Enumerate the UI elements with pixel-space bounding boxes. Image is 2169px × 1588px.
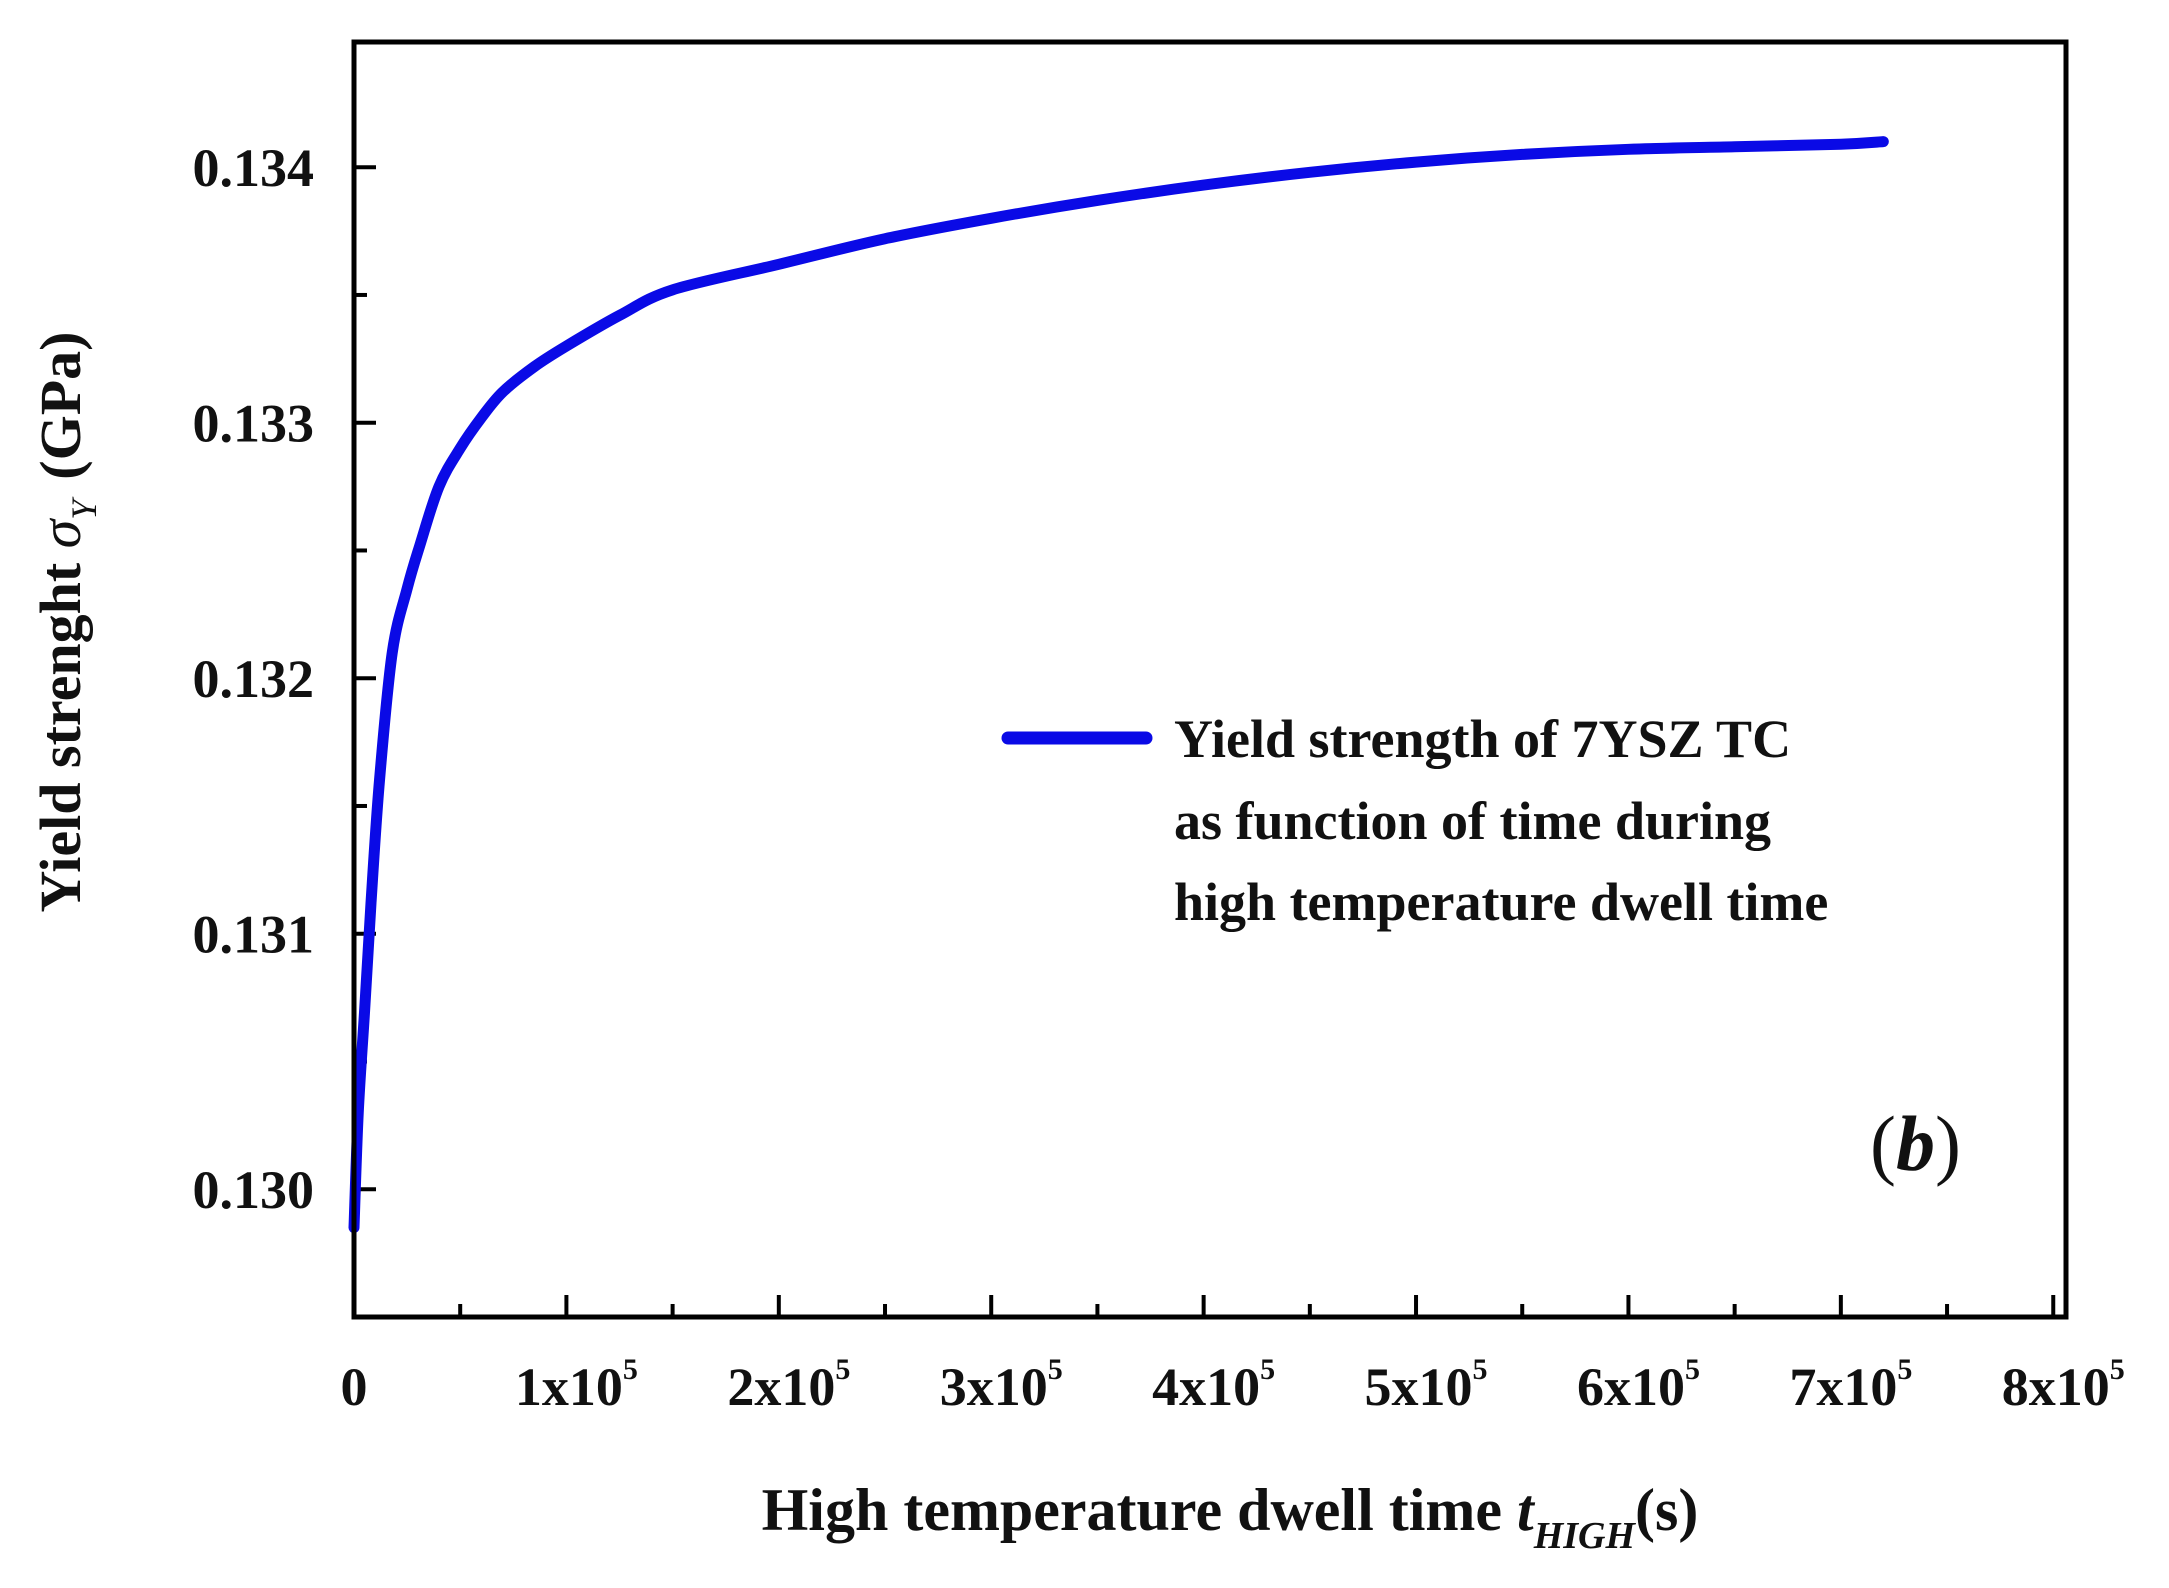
series-line-yield-strength [348,136,1889,1234]
x-axis-title: High temperature dwell time tHIGH(s) [762,1477,1699,1557]
x-tick-label: 5x105 [1365,1353,1488,1417]
x-tick-label: 3x105 [940,1353,1063,1417]
y-tick-label: 0.132 [193,649,315,709]
legend-text-line-3: high temperature dwell time [1174,872,1828,932]
x-tick-label: 0 [341,1357,368,1417]
panel-label: (b) [1870,1100,1961,1187]
y-tick-label: 0.130 [193,1160,315,1220]
x-tick-label: 1x105 [515,1353,638,1417]
y-tick-labels: 0.130 0.131 0.132 0.133 0.134 [193,138,315,1220]
x-tick-label: 7x105 [1789,1353,1912,1417]
legend-text-line-1: Yield strength of 7YSZ TC [1174,709,1791,769]
legend-text-line-2: as function of time during [1174,791,1771,851]
x-tick-label: 2x105 [727,1353,850,1417]
x-tick-label: 4x105 [1152,1353,1275,1417]
plot-frame [351,39,2069,1320]
x-tick-labels: 0 1x105 2x105 3x105 4x105 5x105 6x105 7x105 8x10… [341,1353,2125,1417]
y-axis-title: Yield strenght σY(GPa) [28,332,104,913]
y-tick-label: 0.134 [193,138,315,198]
y-tick-label: 0.133 [193,394,315,454]
x-tick-label: 8x105 [2002,1353,2125,1417]
x-tick-label: 6x105 [1577,1353,1700,1417]
y-tick-label: 0.131 [193,905,315,965]
